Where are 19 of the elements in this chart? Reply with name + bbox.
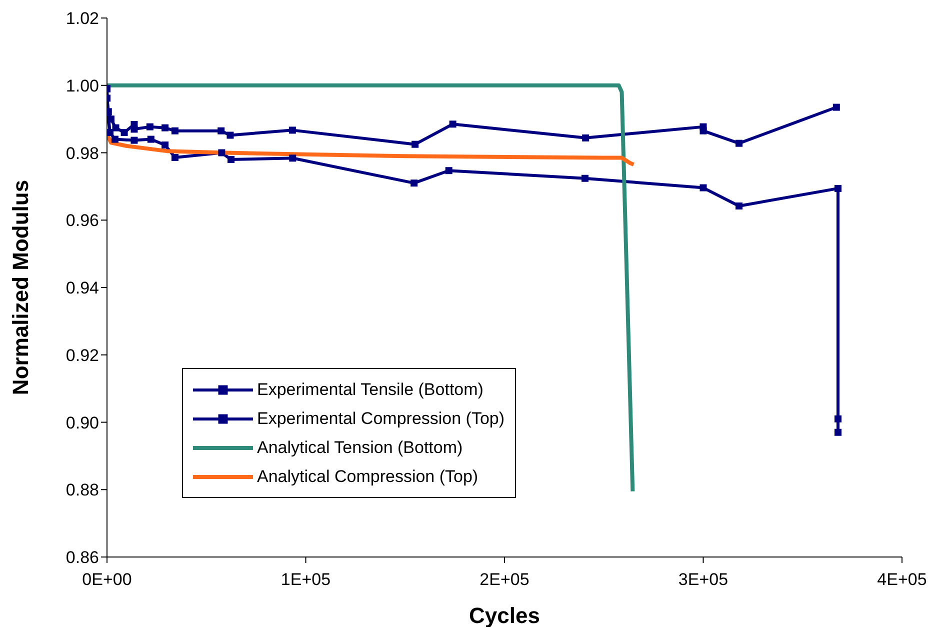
x-tick-label: 2E+05 — [480, 570, 530, 590]
x-tick-label: 3E+05 — [678, 570, 728, 590]
y-tick-label: 1.02 — [66, 9, 99, 28]
y-tick-label: 1.00 — [66, 76, 99, 96]
legend-label: Experimental Tensile (Bottom) — [257, 380, 484, 400]
legend-label: Analytical Tension (Bottom) — [257, 438, 463, 458]
y-tick-label: 0.94 — [66, 278, 99, 298]
x-tick-label: 4E+05 — [877, 570, 927, 590]
x-tick-label: 1E+05 — [280, 570, 331, 590]
y-tick-label: 0.92 — [66, 346, 99, 365]
x-tick-label: 0E+00 — [82, 570, 132, 590]
y-axis-title: Normalized Modulus — [8, 180, 33, 396]
y-tick-label: 0.98 — [66, 144, 99, 163]
legend-label: Analytical Compression (Top) — [257, 466, 478, 486]
y-tick-label: 0.90 — [66, 413, 99, 432]
y-tick-label: 0.86 — [66, 548, 99, 568]
y-tick-label: 0.96 — [66, 211, 99, 230]
legend-label: Experimental Compression (Top) — [257, 408, 505, 428]
y-tick-label: 0.88 — [66, 480, 99, 500]
